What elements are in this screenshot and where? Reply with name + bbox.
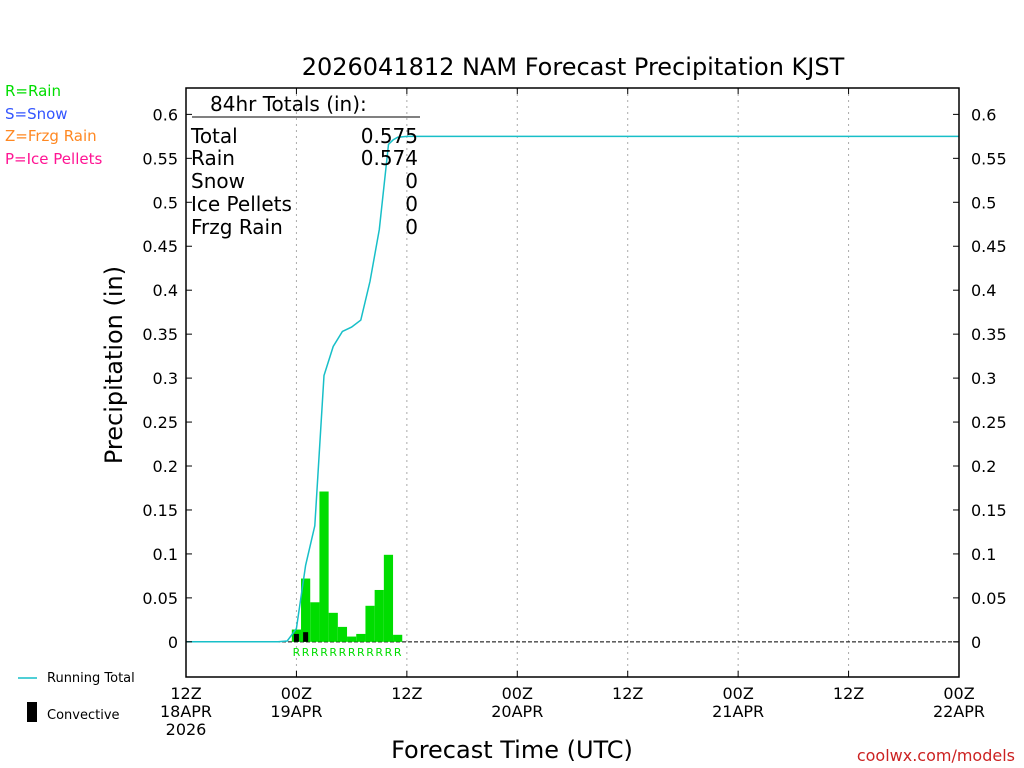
y-tick-label-right: 0.2: [971, 457, 996, 476]
totals-snow-value: 0: [405, 169, 418, 193]
convective-bar: [303, 632, 309, 642]
ptype-code: R: [302, 646, 310, 659]
y-tick-label-left: 0.3: [153, 369, 178, 388]
legend-ice-pellets: P=Ice Pellets: [5, 150, 102, 168]
y-tick-label-left: 0: [168, 633, 178, 652]
rain-bar: [337, 626, 348, 642]
rain-bar: [347, 636, 357, 642]
y-tick-label-left: 0.55: [142, 149, 178, 168]
y-tick-label-right: 0.4: [971, 281, 996, 300]
legend-rain: R=Rain: [5, 82, 61, 100]
y-tick-label-left: 0.05: [142, 589, 178, 608]
chart-title: 2026041812 NAM Forecast Precipitation KJ…: [302, 53, 845, 81]
plot-frame: [185, 87, 960, 678]
x-tick-label: 18APR: [160, 702, 212, 721]
x-tick-label: 12Z: [612, 684, 643, 703]
ptype-code: R: [375, 646, 383, 659]
rain-bar: [310, 602, 320, 642]
ptype-code: R: [394, 646, 402, 659]
y-tick-label-left: 0.35: [142, 325, 178, 344]
y-tick-label-right: 0.1: [971, 545, 996, 564]
x-tick-label: 12Z: [391, 684, 422, 703]
totals-ice-pellets-label: Ice Pellets: [191, 192, 292, 216]
totals-box: 84hr Totals (in): Total 0.575 Rain 0.574…: [190, 92, 420, 239]
x-tick-label: 20APR: [491, 702, 543, 721]
ptype-code: R: [329, 646, 337, 659]
y-tick-label-left: 0.2: [153, 457, 178, 476]
totals-snow-label: Snow: [191, 169, 245, 193]
ptype-code: R: [357, 646, 365, 659]
ptype-code: R: [311, 646, 319, 659]
rain-bar: [383, 554, 394, 642]
rain-bar: [374, 589, 384, 642]
ptype-code: R: [339, 646, 347, 659]
rain-bar: [356, 633, 366, 642]
totals-header: 84hr Totals (in):: [210, 92, 367, 116]
y-tick-label-right: 0.15: [971, 501, 1007, 520]
x-tick-label: 12Z: [833, 684, 864, 703]
y-tick-label-right: 0.35: [971, 325, 1007, 344]
rain-bar: [328, 612, 338, 642]
x-tick-label: 00Z: [722, 684, 753, 703]
y-tick-label-left: 0.15: [142, 501, 178, 520]
legend-snow: S=Snow: [5, 105, 68, 123]
totals-ice-pellets-value: 0: [405, 192, 418, 216]
x-tick-label: 00Z: [943, 684, 974, 703]
y-tick-label-right: 0.3: [971, 369, 996, 388]
y-tick-label-left: 0.4: [153, 281, 178, 300]
rain-bar: [393, 634, 403, 642]
ptype-code: R: [385, 646, 393, 659]
legend-frzg-rain: Z=Frzg Rain: [5, 127, 97, 145]
y-tick-label-left: 0.1: [153, 545, 178, 564]
rain-bar: [365, 605, 375, 642]
bars-layer: [291, 491, 403, 642]
y-tick-label-right: 0.55: [971, 149, 1007, 168]
y-tick-label-left: 0.45: [142, 237, 178, 256]
x-tick-label: 19APR: [270, 702, 322, 721]
totals-total-label: Total: [190, 124, 238, 148]
credit-text: coolwx.com/models: [857, 746, 1015, 765]
y-axis-label: Precipitation (in): [100, 266, 128, 464]
y-tick-label-right: 0.45: [971, 237, 1007, 256]
rain-bar: [319, 491, 329, 642]
rain-bar: [301, 578, 311, 642]
convective-label: Convective: [47, 708, 120, 723]
totals-frzg-rain-label: Frzg Rain: [191, 215, 283, 239]
y-tick-label-left: 0.5: [153, 193, 178, 212]
line-layer: [186, 135, 959, 643]
x-axis-label: Forecast Time (UTC): [391, 736, 633, 764]
x-tick-label: 21APR: [712, 702, 764, 721]
running-total-line: [186, 135, 959, 643]
x-tick-label: 00Z: [502, 684, 533, 703]
convective-swatch: [27, 702, 37, 722]
ptype-code: R: [348, 646, 356, 659]
y-tick-label-right: 0.6: [971, 105, 996, 124]
totals-frzg-rain-value: 0: [405, 215, 418, 239]
ptype-code: R: [366, 646, 374, 659]
x-tick-label: 00Z: [281, 684, 312, 703]
ticks-layer: 0 00.05 0.050.1 0.10.15 0.150.2 0.20.25 0.250.…: [142, 88, 1007, 739]
running-total-label: Running Total: [47, 671, 135, 686]
y-tick-label-left: 0.25: [142, 413, 178, 432]
convective-bar: [293, 633, 299, 642]
x-tick-label: 12Z: [170, 684, 201, 703]
y-tick-label-right: 0: [971, 633, 981, 652]
y-tick-label-left: 0.6: [153, 105, 178, 124]
x-tick-label: 22APR: [933, 702, 985, 721]
x-tick-label: 2026: [166, 720, 207, 739]
totals-rain-value: 0.574: [361, 146, 418, 170]
y-tick-label-right: 0.25: [971, 413, 1007, 432]
ptype-code: R: [320, 646, 328, 659]
y-tick-label-right: 0.5: [971, 193, 996, 212]
totals-total-value: 0.575: [361, 124, 418, 148]
totals-rain-label: Rain: [191, 146, 235, 170]
ptype-code: R: [293, 646, 301, 659]
y-tick-label-right: 0.05: [971, 589, 1007, 608]
